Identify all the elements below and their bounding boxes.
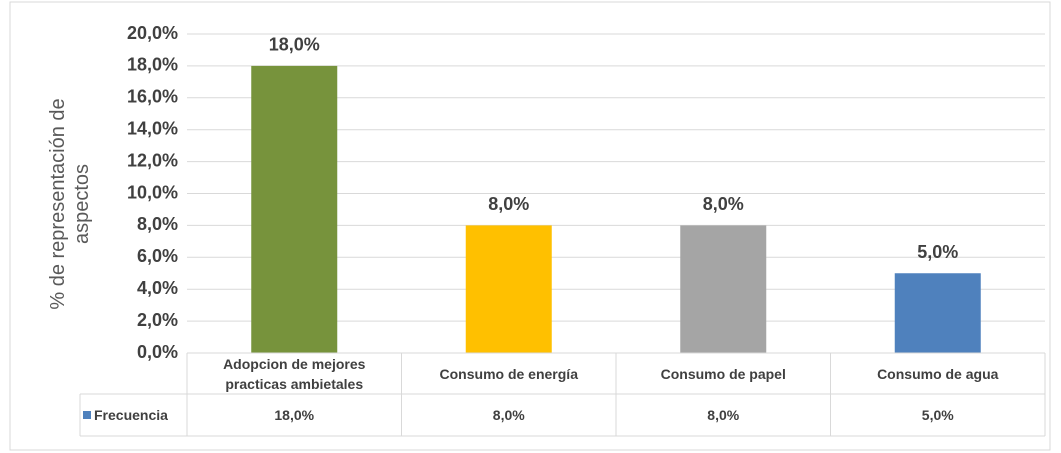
y-tick-label: 20,0% (127, 23, 178, 43)
y-tick-label: 12,0% (127, 150, 178, 170)
data-label: 8,0% (703, 194, 744, 214)
y-tick-label: 10,0% (127, 182, 178, 202)
y-tick-label: 0,0% (137, 342, 178, 362)
y-tick-label: 16,0% (127, 87, 178, 107)
y-tick-label: 2,0% (137, 310, 178, 330)
y-tick-label: 8,0% (137, 214, 178, 234)
y-tick-label: 14,0% (127, 118, 178, 138)
y-tick-label: 4,0% (137, 278, 178, 298)
table-value: 5,0% (921, 407, 954, 423)
legend-label: Frecuencia (94, 407, 168, 423)
bar (894, 273, 981, 353)
table-value: 8,0% (492, 407, 525, 423)
table-category: Consumo de papel (660, 365, 786, 382)
y-tick-label: 6,0% (137, 246, 178, 266)
bar (680, 225, 767, 353)
data-label: 8,0% (488, 194, 529, 214)
table-category: Consumo de agua (877, 365, 999, 382)
table-category: Adopcion de mejores practicas ambietales (223, 355, 366, 392)
table-category: Consumo de energía (439, 365, 578, 382)
legend-key (83, 411, 91, 419)
y-tick-label: 18,0% (127, 55, 178, 75)
bar (465, 225, 552, 353)
y-axis-label: % de representación de aspectos (47, 98, 93, 310)
table-value: 18,0% (274, 407, 315, 423)
data-label: 18,0% (269, 35, 320, 55)
table-value: 8,0% (707, 407, 740, 423)
chart-border (9, 1, 1051, 451)
data-label: 5,0% (917, 242, 958, 262)
bar (251, 65, 338, 354)
